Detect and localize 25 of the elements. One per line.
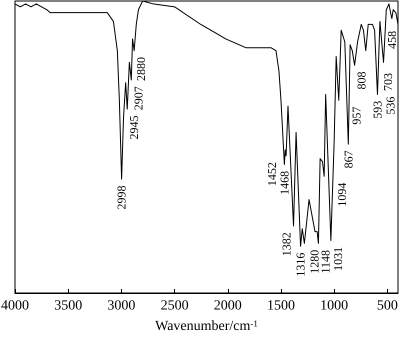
x-tick-label: 1500 bbox=[266, 298, 295, 314]
annotation: 1452 bbox=[265, 162, 280, 186]
x-tick-label: 2500 bbox=[160, 298, 189, 314]
annotation: 1468 bbox=[277, 170, 292, 195]
x-tick-label: 2000 bbox=[214, 298, 242, 314]
x-tick-label: 1000 bbox=[320, 298, 348, 314]
x-tick-label: 500 bbox=[376, 298, 398, 314]
annotation: 957 bbox=[350, 106, 364, 125]
annotation: 2880 bbox=[134, 57, 148, 82]
annotation: 867 bbox=[341, 150, 356, 168]
annotation: 808 bbox=[354, 72, 369, 90]
annotation: 593 bbox=[370, 100, 384, 119]
annotation: 2907 bbox=[131, 86, 146, 110]
annotation: 703 bbox=[380, 72, 395, 91]
annotation: 1382 bbox=[280, 232, 294, 256]
x-tick-label: 3500 bbox=[54, 298, 82, 314]
annotation: 536 bbox=[384, 96, 398, 115]
annotation: 1031 bbox=[330, 246, 345, 271]
annotation: 458 bbox=[384, 30, 399, 49]
annotation: 2945 bbox=[127, 115, 142, 140]
x-tick-label: 3000 bbox=[107, 298, 136, 314]
annotation: 1094 bbox=[335, 182, 350, 207]
annotation: 2998 bbox=[114, 186, 129, 210]
annotation: 1316 bbox=[294, 252, 308, 277]
x-tick-label: 4000 bbox=[1, 298, 29, 314]
